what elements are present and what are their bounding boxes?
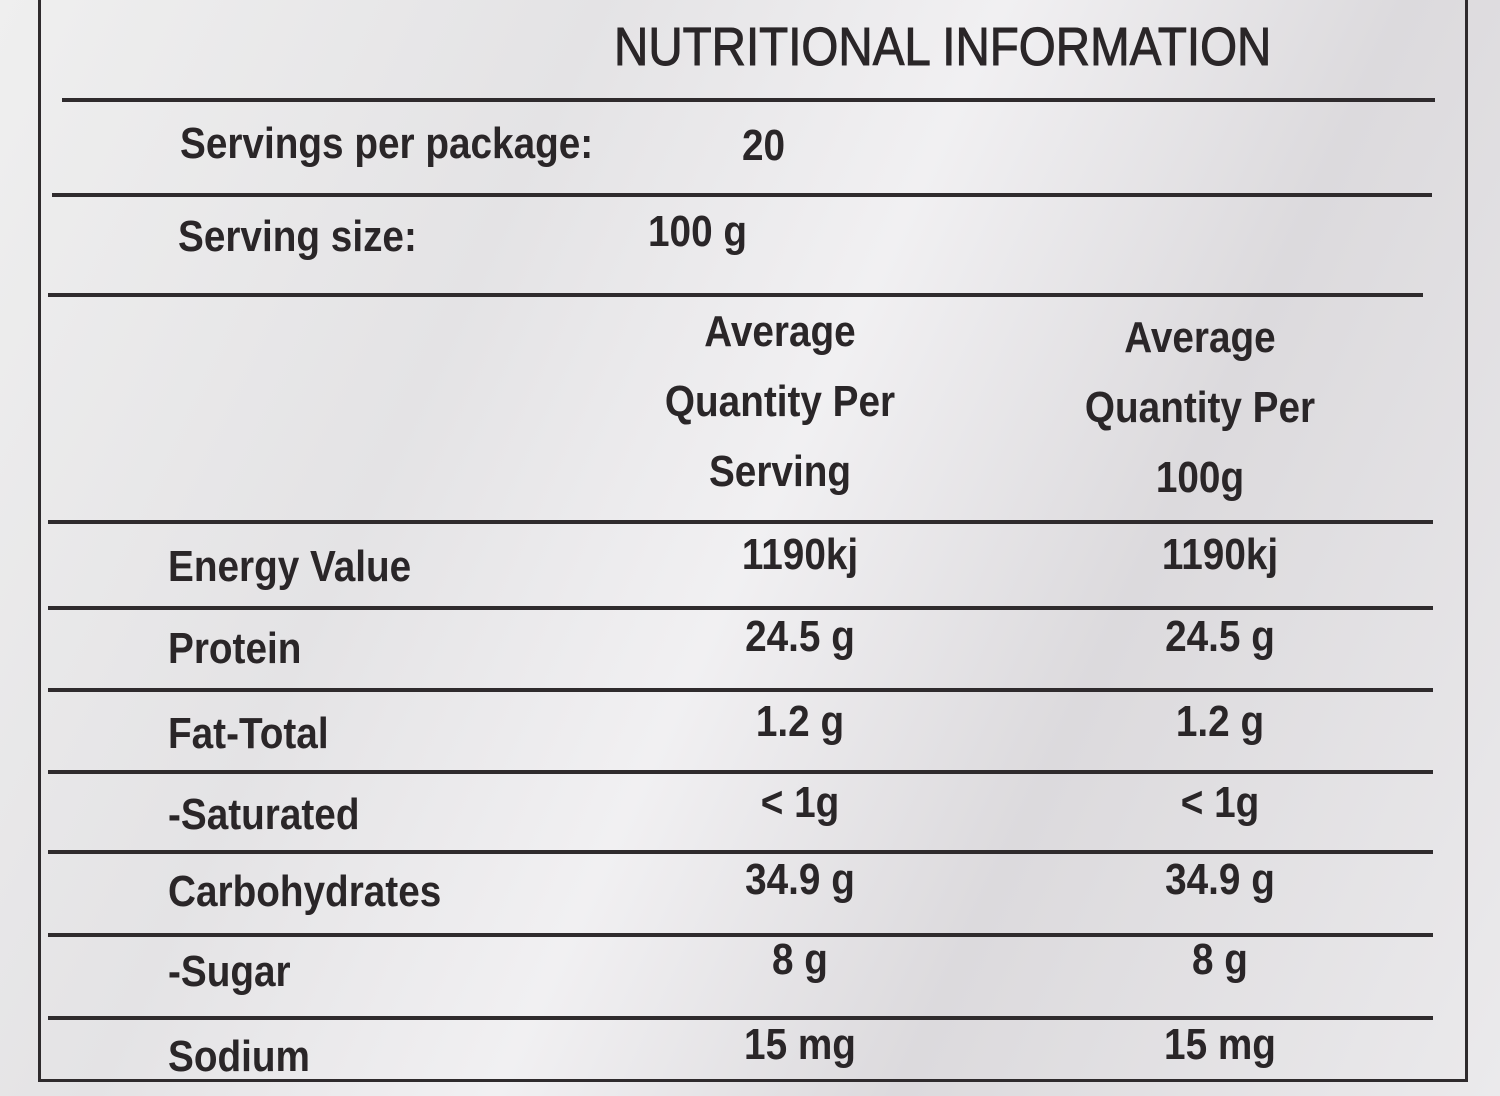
column-header: 100g: [1155, 453, 1245, 502]
serving-size-label: Serving size:: [178, 212, 417, 261]
value-per-100g: 1.2 g: [1175, 697, 1265, 746]
nutrient-name: Fat-Total: [168, 709, 329, 758]
nutrient-name: Energy Value: [168, 542, 412, 591]
rule: [48, 850, 1433, 854]
rule: [48, 293, 1423, 297]
rule: [48, 770, 1433, 774]
value-per-serving: 15 mg: [744, 1020, 856, 1069]
rule: [48, 688, 1433, 692]
nutrient-name: Sodium: [168, 1032, 310, 1081]
title: NUTRITIONAL INFORMATION: [614, 17, 1272, 77]
nutrient-name: -Sugar: [168, 947, 291, 996]
nutrient-name: Protein: [168, 624, 302, 673]
column-header: Average: [704, 307, 856, 356]
column-header: Quantity Per: [1084, 383, 1316, 432]
rule: [48, 520, 1433, 524]
column-header: Average: [1124, 313, 1276, 362]
rule: [48, 606, 1433, 610]
value-per-100g: 24.5 g: [1165, 612, 1275, 661]
rule: [62, 98, 1435, 102]
value-per-100g: 15 mg: [1164, 1020, 1276, 1069]
nutrient-name: Carbohydrates: [168, 867, 442, 916]
value-per-100g: 34.9 g: [1165, 855, 1275, 904]
value-per-100g: < 1g: [1180, 778, 1260, 827]
value-per-100g: 1190kj: [1161, 530, 1279, 579]
column-header: Serving: [708, 447, 852, 496]
serving-size-value: 100 g: [648, 207, 748, 256]
label-border: [38, 0, 1468, 1082]
rule: [52, 193, 1432, 197]
nutrient-name: -Saturated: [168, 790, 360, 839]
column-header: Quantity Per: [664, 377, 896, 426]
value-per-serving: 1.2 g: [755, 697, 845, 746]
rule: [48, 1016, 1433, 1020]
value-per-serving: 34.9 g: [745, 855, 855, 904]
value-per-serving: < 1g: [760, 778, 840, 827]
servings-value: 20: [742, 121, 786, 170]
servings-label: Servings per package:: [180, 119, 594, 168]
value-per-serving: 1190kj: [741, 530, 859, 579]
value-per-serving: 8 g: [772, 935, 828, 984]
value-per-serving: 24.5 g: [745, 612, 855, 661]
value-per-100g: 8 g: [1192, 935, 1248, 984]
rule: [48, 933, 1433, 937]
